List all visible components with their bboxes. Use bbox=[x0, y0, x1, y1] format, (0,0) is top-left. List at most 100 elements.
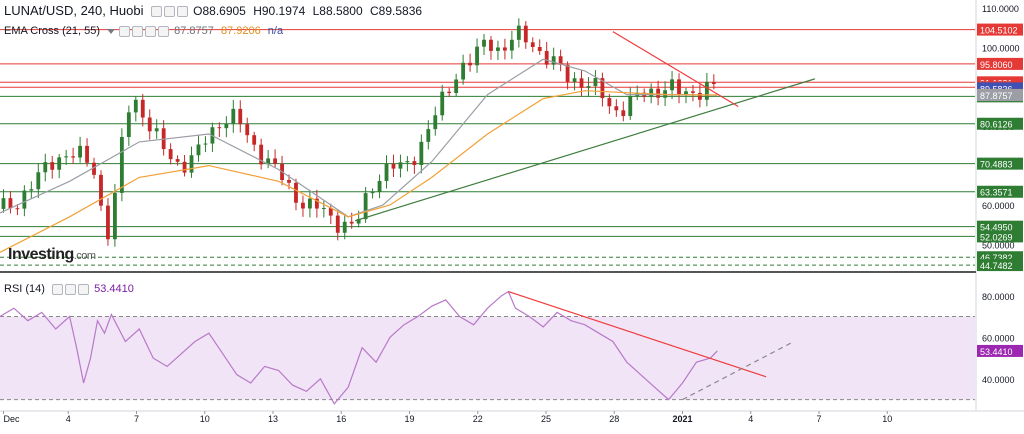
candle-body bbox=[349, 221, 354, 224]
ohlc-close: C89.5836 bbox=[370, 4, 423, 18]
candle-body bbox=[370, 191, 375, 194]
candle-body bbox=[78, 145, 83, 158]
price-tag: 87.8757 bbox=[980, 91, 1013, 101]
candle-body bbox=[391, 163, 396, 169]
candle-body bbox=[106, 205, 110, 240]
candle-body bbox=[697, 92, 702, 100]
candle-body bbox=[600, 78, 605, 99]
rsi-line bbox=[0, 290, 718, 405]
rsi-tick-label: 40.0000 bbox=[982, 375, 1015, 385]
rsi-trendline bbox=[508, 291, 767, 378]
candle-body bbox=[29, 189, 34, 191]
candle-body bbox=[203, 143, 208, 145]
settings-icon[interactable] bbox=[65, 283, 77, 295]
ohlc-low: L88.5800 bbox=[312, 4, 363, 18]
price-tick-label: 50.0000 bbox=[982, 240, 1015, 250]
candle-body bbox=[307, 198, 312, 209]
candle-body bbox=[175, 159, 180, 162]
candle-body bbox=[670, 79, 674, 91]
level-tag: 52.0269 bbox=[980, 232, 1013, 242]
level-tag-bg bbox=[977, 251, 1023, 264]
candle-body bbox=[502, 47, 507, 51]
time-tick-label: 7 bbox=[134, 414, 139, 424]
eye-icon[interactable] bbox=[52, 283, 64, 295]
candle-body bbox=[154, 128, 159, 132]
candle-body bbox=[196, 144, 201, 156]
time-tick-label: 22 bbox=[473, 414, 483, 424]
time-tick-label: 4 bbox=[748, 414, 753, 424]
candle-body bbox=[475, 46, 479, 66]
level-tag-bg bbox=[977, 230, 1023, 243]
price-trendline bbox=[355, 78, 815, 222]
candle-body bbox=[447, 91, 452, 94]
rsi-value: 53.4410 bbox=[94, 283, 134, 295]
candle-body bbox=[468, 62, 473, 66]
rsi-tick-label: 80.0000 bbox=[982, 292, 1015, 302]
candle-body bbox=[461, 62, 466, 80]
level-tag-bg bbox=[977, 259, 1023, 272]
candle-body bbox=[99, 174, 103, 206]
main-legend: LUNAt/USD, 240, Huobi O88.6905 H90.1974 … bbox=[4, 3, 426, 18]
candle-body bbox=[217, 127, 222, 129]
candle-body bbox=[119, 137, 124, 193]
candle-body bbox=[301, 202, 305, 209]
time-tick-label: 13 bbox=[268, 414, 278, 424]
settings-icon[interactable] bbox=[163, 6, 175, 18]
candle-body bbox=[405, 161, 410, 163]
time-tick-label: 10 bbox=[882, 414, 892, 424]
price-trendline bbox=[612, 31, 739, 107]
level-tag-bg bbox=[977, 23, 1023, 36]
candle-body bbox=[112, 192, 117, 240]
candle-body bbox=[523, 25, 528, 43]
price-tick-label: 100.0000 bbox=[982, 43, 1020, 53]
price-tag-bg bbox=[977, 89, 1023, 102]
ema-label: EMA Cross (21, 55) bbox=[4, 25, 100, 37]
rsi-band bbox=[0, 316, 975, 400]
time-tick-label: 19 bbox=[404, 414, 414, 424]
candle-body bbox=[677, 79, 681, 95]
level-tag-bg bbox=[977, 220, 1023, 233]
ohlc-high: H90.1974 bbox=[253, 4, 306, 18]
level-tag: 80.6126 bbox=[980, 120, 1013, 130]
candle-body bbox=[64, 156, 69, 158]
candle-body bbox=[273, 158, 278, 164]
candle-body bbox=[266, 158, 271, 165]
candle-body bbox=[412, 161, 417, 166]
price-tick-label: 110.0000 bbox=[982, 4, 1019, 14]
close-icon[interactable] bbox=[145, 25, 157, 37]
settings-icon[interactable] bbox=[132, 25, 144, 37]
eye-icon[interactable] bbox=[150, 6, 162, 18]
candle-body bbox=[342, 221, 347, 233]
close-icon[interactable] bbox=[78, 283, 90, 295]
close-icon[interactable] bbox=[176, 6, 188, 18]
candle-body bbox=[168, 149, 173, 160]
candle-body bbox=[335, 215, 340, 233]
candle-body bbox=[1, 198, 6, 209]
candle-body bbox=[57, 157, 62, 170]
level-tag: 104.5102 bbox=[980, 26, 1018, 36]
candle-body bbox=[544, 50, 549, 65]
candle-body bbox=[85, 145, 89, 163]
candle-body bbox=[537, 46, 542, 51]
time-tick-label: 2021 bbox=[672, 414, 692, 424]
candle-body bbox=[516, 25, 521, 40]
level-tag: 46.7382 bbox=[980, 253, 1013, 263]
candle-body bbox=[482, 39, 486, 47]
candle-body bbox=[691, 91, 695, 93]
candle-body bbox=[384, 163, 389, 181]
candle-body bbox=[321, 208, 326, 210]
level-tag: 63.3571 bbox=[980, 188, 1013, 198]
more-icon[interactable] bbox=[158, 25, 170, 37]
candle-body bbox=[565, 64, 570, 82]
chevron-down-icon[interactable] bbox=[107, 28, 116, 34]
candle-body bbox=[621, 110, 626, 117]
candle-body bbox=[572, 78, 577, 82]
candle-body bbox=[440, 91, 445, 116]
candle-body bbox=[607, 98, 612, 107]
candle-body bbox=[614, 106, 619, 111]
candle-body bbox=[245, 124, 250, 136]
candle-body bbox=[496, 47, 500, 51]
rsi-current-tag: 53.4410 bbox=[980, 347, 1013, 357]
eye-icon[interactable] bbox=[119, 25, 131, 37]
candle-body bbox=[147, 117, 152, 132]
